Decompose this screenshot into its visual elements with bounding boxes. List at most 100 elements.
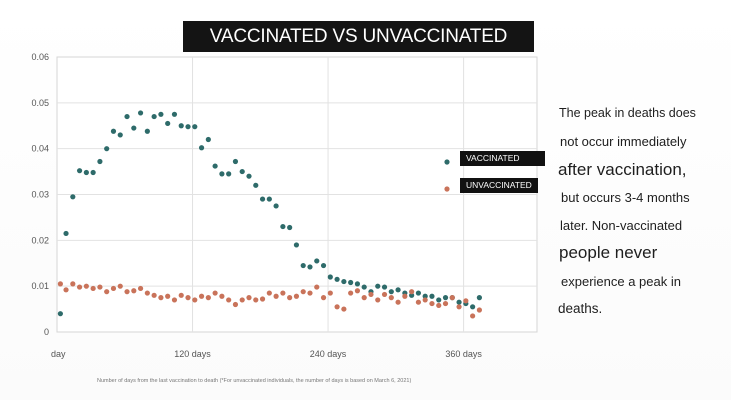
unvaccinated-point <box>151 292 157 298</box>
vaccinated-point <box>57 311 63 317</box>
unvaccinated-point <box>165 293 171 299</box>
unvaccinated-point <box>402 293 408 299</box>
vaccinated-point <box>361 284 367 290</box>
vaccinated-point <box>192 124 198 130</box>
vaccinated-point <box>97 158 103 165</box>
vaccinated-point <box>70 194 76 200</box>
vaccinated-point <box>104 146 110 152</box>
vaccinated-point <box>232 158 239 165</box>
unvaccinated-point <box>57 281 63 287</box>
side-text-line: experience a peak in <box>561 274 681 289</box>
unvaccinated-point <box>205 295 211 301</box>
unvaccinated-point <box>137 285 144 292</box>
chart-title: VACCINATED VS UNVACCINATED <box>183 21 534 52</box>
unvaccinated-point <box>320 295 327 301</box>
vaccinated-point <box>165 120 171 127</box>
unvaccinated-point <box>307 290 313 296</box>
vaccinated-point <box>253 182 259 188</box>
x-tick-label: day <box>51 349 66 359</box>
vaccinated-point <box>219 171 225 177</box>
vaccinated-point <box>381 284 388 290</box>
unvaccinated-point <box>259 296 266 302</box>
vaccinated-point <box>205 136 211 143</box>
vaccinated-point <box>246 173 252 179</box>
unvaccinated-point <box>476 307 482 313</box>
unvaccinated-point <box>246 295 252 301</box>
vaccinated-point <box>117 132 123 138</box>
unvaccinated-point <box>185 295 191 301</box>
unvaccinated-point <box>375 297 381 303</box>
vaccinated-point <box>341 278 347 285</box>
y-tick-label: 0.05 <box>31 98 49 108</box>
y-tick-label: 0.06 <box>31 52 49 62</box>
vaccinated-point <box>63 230 69 237</box>
unvaccinated-point <box>253 297 259 303</box>
unvaccinated-point <box>422 297 428 303</box>
unvaccinated-point <box>266 290 272 296</box>
unvaccinated-point <box>171 297 178 303</box>
unvaccinated-point <box>354 288 361 294</box>
vaccinated-point <box>212 163 218 169</box>
vaccinated-point <box>436 297 442 303</box>
unvaccinated-point <box>178 292 184 298</box>
unvaccinated-point <box>212 290 218 296</box>
y-tick-label: 0.02 <box>31 235 49 245</box>
unvaccinated-point <box>287 295 293 301</box>
unvaccinated-point <box>226 297 232 303</box>
unvaccinated-point <box>348 290 354 296</box>
unvaccinated-point <box>388 295 394 301</box>
vaccinated-point <box>354 281 361 287</box>
unvaccinated-point <box>239 297 245 303</box>
unvaccinated-point <box>470 313 476 319</box>
unvaccinated-point <box>327 290 333 296</box>
vaccinated-point <box>307 264 313 270</box>
unvaccinated-point <box>273 293 279 299</box>
vaccinated-point <box>456 299 462 305</box>
y-tick-label: 0 <box>44 327 49 337</box>
unvaccinated-point <box>131 288 137 294</box>
vaccinated-point <box>124 113 130 120</box>
unvaccinated-point <box>334 304 340 310</box>
unvaccinated-point <box>198 293 205 299</box>
side-text-line: deaths. <box>558 301 603 316</box>
unvaccinated-point <box>219 293 225 299</box>
side-text-line: but occurs 3-4 months <box>561 190 690 205</box>
vaccinated-point <box>415 290 422 296</box>
unvaccinated-point <box>300 289 306 295</box>
vaccinated-point <box>158 111 164 117</box>
side-text-line: The peak in deaths does <box>559 106 696 120</box>
legend-marker-unvaccinated <box>444 186 450 192</box>
vaccinated-point <box>171 111 178 117</box>
unvaccinated-point <box>293 293 300 299</box>
side-text-line: later. Non-vaccinated <box>560 218 683 233</box>
unvaccinated-point <box>124 289 130 295</box>
y-tick-label: 0.03 <box>31 190 49 200</box>
unvaccinated-point <box>436 302 442 309</box>
vaccinated-point <box>83 169 89 176</box>
vaccinated-point <box>259 196 266 202</box>
unvaccinated-point <box>409 289 415 295</box>
vaccinated-point <box>327 274 333 280</box>
unvaccinated-point <box>463 298 469 304</box>
unvaccinated-point <box>341 306 347 312</box>
unvaccinated-point <box>232 301 239 308</box>
unvaccinated-point <box>83 283 89 289</box>
x-tick-label: 120 days <box>174 349 211 359</box>
vaccinated-point <box>266 196 272 202</box>
vaccinated-point <box>442 295 449 301</box>
vaccinated-point <box>198 145 205 151</box>
vaccinated-point <box>151 113 157 120</box>
unvaccinated-point <box>395 299 401 305</box>
unvaccinated-point <box>368 291 374 298</box>
legend-marker-vaccinated <box>444 159 450 165</box>
side-text-line: after vaccination, <box>558 160 687 179</box>
vaccinated-point <box>280 223 286 230</box>
vaccinated-point <box>300 262 306 269</box>
unvaccinated-point <box>158 295 164 301</box>
x-tick-label: 360 days <box>445 349 482 359</box>
vaccinated-point <box>239 168 245 175</box>
side-text-line: people never <box>559 243 658 262</box>
unvaccinated-point <box>449 295 455 301</box>
vaccinated-point <box>185 124 191 130</box>
